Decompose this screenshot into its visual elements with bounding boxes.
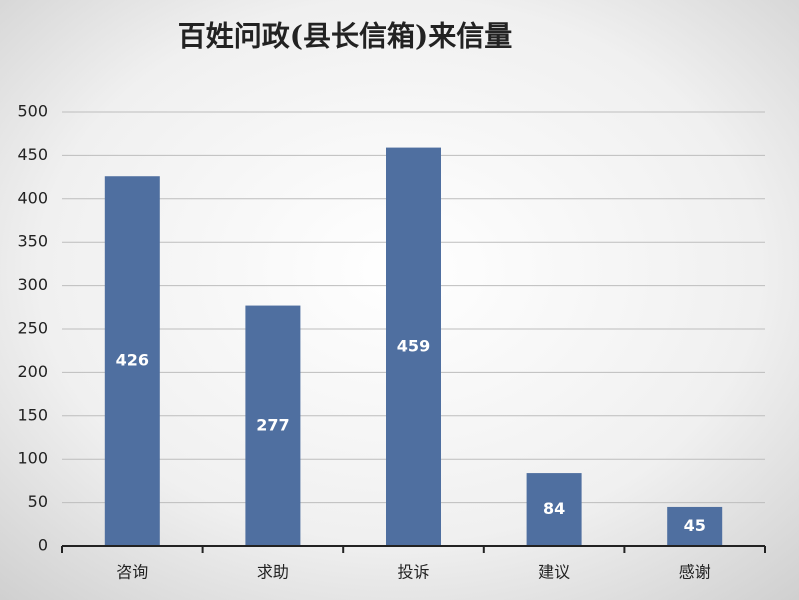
y-tick-label: 450 xyxy=(17,145,48,164)
value-label: 426 xyxy=(116,351,149,370)
bar xyxy=(526,473,582,546)
y-tick-label: 300 xyxy=(17,275,48,294)
chart-title: 百姓问政(县长信箱)来信量 xyxy=(178,20,513,53)
bar xyxy=(386,147,441,546)
bar xyxy=(667,506,723,546)
value-label: 277 xyxy=(256,415,289,434)
y-tick-label: 500 xyxy=(17,102,48,121)
y-tick-label: 400 xyxy=(17,188,48,207)
y-tick-label: 150 xyxy=(17,405,48,424)
value-label: 459 xyxy=(397,336,430,355)
y-tick-label: 100 xyxy=(17,449,48,468)
y-tick-label: 250 xyxy=(17,319,48,338)
bar xyxy=(104,176,160,546)
value-label: 45 xyxy=(684,516,706,535)
x-tick-label: 感谢 xyxy=(679,563,711,582)
bar xyxy=(245,305,301,546)
y-tick-label: 50 xyxy=(28,492,48,511)
x-tick-label: 求助 xyxy=(257,563,289,582)
x-tick-label: 投诉 xyxy=(397,563,429,582)
x-tick-label: 咨询 xyxy=(116,563,148,582)
y-tick-label: 350 xyxy=(17,232,48,251)
value-label: 84 xyxy=(543,499,565,518)
x-tick-label: 建议 xyxy=(538,563,570,582)
y-tick-label: 0 xyxy=(38,536,48,555)
y-tick-label: 200 xyxy=(17,362,48,381)
